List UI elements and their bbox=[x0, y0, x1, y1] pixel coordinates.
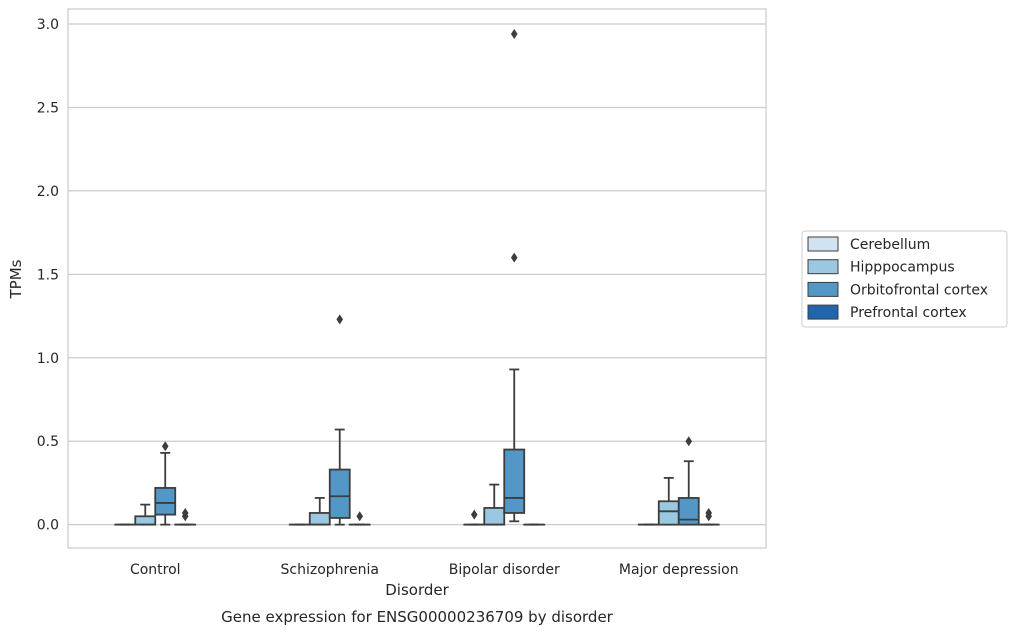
legend-label: Orbitofrontal cortex bbox=[850, 282, 988, 298]
outlier-point bbox=[336, 314, 344, 325]
box-plot bbox=[697, 507, 720, 526]
box-iqr bbox=[308, 512, 331, 526]
box-plot bbox=[503, 29, 526, 523]
x-tick-label: Control bbox=[130, 562, 181, 578]
box-iqr bbox=[134, 515, 157, 526]
box-plots bbox=[114, 29, 720, 526]
legend-swatch bbox=[807, 281, 839, 297]
y-tick-label: 2.0 bbox=[37, 184, 59, 200]
box-iqr bbox=[483, 507, 506, 526]
y-tick-label: 0.0 bbox=[37, 518, 59, 534]
outlier-point bbox=[510, 29, 518, 40]
box-plot bbox=[348, 511, 371, 526]
box-iqr bbox=[328, 468, 351, 519]
legend-swatch bbox=[807, 304, 839, 320]
box-plot bbox=[174, 507, 197, 526]
x-axis-label: Disorder bbox=[385, 581, 449, 599]
y-axis-label: TPMs bbox=[7, 259, 25, 299]
legend: Cerebellum Hipppocampus Orbitofrontal cort… bbox=[801, 230, 1008, 328]
x-tick-label: Bipolar disorder bbox=[449, 562, 560, 578]
outlier-point bbox=[356, 511, 364, 522]
x-tick-label: Schizophrenia bbox=[281, 562, 379, 578]
x-tick-labels: Control Schizophrenia Bipolar disorder Majo… bbox=[130, 562, 739, 578]
legend-frame bbox=[801, 230, 1008, 328]
outlier-point bbox=[470, 509, 478, 520]
box-plot bbox=[308, 497, 331, 526]
y-tick-label: 0.5 bbox=[37, 434, 59, 450]
box-plot bbox=[677, 436, 700, 526]
box-plot bbox=[657, 477, 680, 526]
outlier-point bbox=[161, 441, 169, 452]
outlier-point bbox=[685, 436, 693, 447]
x-tick-label: Major depression bbox=[619, 562, 739, 578]
box-plot bbox=[154, 441, 177, 526]
box-iqr bbox=[657, 500, 680, 526]
box-iqr bbox=[503, 448, 526, 514]
legend-swatch bbox=[807, 236, 839, 252]
box-plot bbox=[483, 483, 506, 526]
outlier-point bbox=[510, 252, 518, 263]
outlier-point bbox=[705, 507, 713, 518]
box-plot bbox=[328, 314, 351, 526]
box-plot bbox=[134, 503, 157, 526]
grid-lines bbox=[68, 23, 766, 526]
plot-frame bbox=[67, 8, 767, 549]
y-tick-label: 1.5 bbox=[37, 267, 59, 283]
y-tick-label: 3.0 bbox=[37, 17, 59, 33]
y-tick-label: 1.0 bbox=[37, 351, 59, 367]
legend-label: Prefrontal cortex bbox=[850, 305, 967, 321]
chart-title: Gene expression for ENSG00000236709 by d… bbox=[221, 608, 614, 626]
box-plot bbox=[463, 509, 486, 526]
box-iqr bbox=[677, 497, 700, 526]
y-tick-labels: 0.0 0.5 1.0 1.5 2.0 2.5 3.0 bbox=[37, 17, 59, 534]
legend-label: Cerebellum bbox=[850, 237, 930, 253]
legend-label: Hipppocampus bbox=[850, 260, 955, 276]
y-tick-label: 2.5 bbox=[37, 100, 59, 116]
box-iqr bbox=[154, 487, 177, 516]
legend-swatch bbox=[807, 259, 839, 275]
outlier-point bbox=[181, 507, 189, 518]
